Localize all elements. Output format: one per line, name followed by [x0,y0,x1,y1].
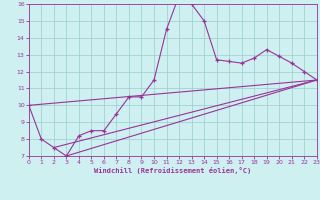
X-axis label: Windchill (Refroidissement éolien,°C): Windchill (Refroidissement éolien,°C) [94,167,252,174]
